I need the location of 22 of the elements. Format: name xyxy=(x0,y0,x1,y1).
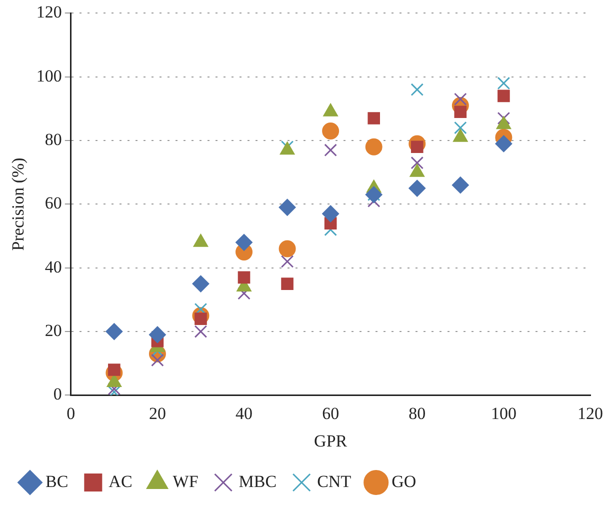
x-tick-label: 120 xyxy=(578,404,603,423)
x-tick-label: 60 xyxy=(322,404,340,423)
legend-label: AC xyxy=(108,472,132,491)
legend-label: WF xyxy=(172,472,198,491)
x-axis-title: GPR xyxy=(314,431,348,450)
x-tick-label: 0 xyxy=(66,404,76,423)
x-tick-label: 20 xyxy=(148,404,166,423)
legend-label: GO xyxy=(392,472,416,491)
y-tick-label: 100 xyxy=(36,66,62,86)
y-tick-label: 20 xyxy=(44,321,62,340)
legend-label: BC xyxy=(46,472,68,491)
x-tick-label: 100 xyxy=(490,404,516,423)
y-tick-label: 80 xyxy=(44,130,62,149)
y-tick-label: 60 xyxy=(44,194,62,213)
y-tick-label: 0 xyxy=(53,384,62,404)
y-axis-title: Precision (%) xyxy=(8,158,28,251)
legend-label: MBC xyxy=(238,472,277,491)
x-tick-label: 80 xyxy=(408,404,426,423)
legend-label: CNT xyxy=(317,472,352,491)
y-tick-label: 120 xyxy=(36,2,62,22)
x-tick-label: 40 xyxy=(236,404,253,423)
y-tick-label: 40 xyxy=(44,257,62,276)
